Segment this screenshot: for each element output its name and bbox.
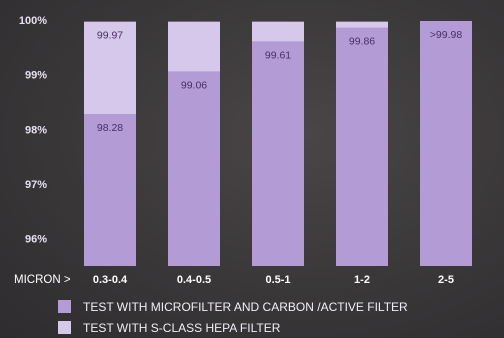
x-tick-label: 1-2 xyxy=(354,274,370,286)
y-tick-label: 97% xyxy=(25,179,47,191)
y-tick-label: 100% xyxy=(19,15,47,27)
legend-label-microfilter: TEST WITH MICROFILTER AND CARBON /ACTIVE… xyxy=(83,299,408,314)
data-label-microfilter-0.5-1: 99.61 xyxy=(265,49,291,61)
x-tick-label: 2-5 xyxy=(438,274,454,286)
x-axis: MICRON > 0.3-0.4 0.4-0.5 0.5-1 1-2 2-5 xyxy=(14,274,454,286)
y-tick-label: 99% xyxy=(25,70,47,82)
data-label-microfilter-0.4-0.5: 99.06 xyxy=(181,79,207,91)
bar-microfilter-0.5-1 xyxy=(252,41,304,266)
x-tick-label: 0.3-0.4 xyxy=(93,274,128,286)
bars xyxy=(84,21,472,267)
bar-microfilter-1-2 xyxy=(336,27,388,266)
data-labels: 98.28 99.97 99.06 99.61 99.86 >99.98 xyxy=(97,29,462,134)
bar-microfilter-0.4-0.5 xyxy=(168,71,220,267)
bar-microfilter-2-5 xyxy=(420,21,472,266)
legend-label-hepa: TEST WITH S-CLASS HEPA FILTER xyxy=(83,320,281,335)
data-label-hepa-0.3-0.4: 99.97 xyxy=(97,30,123,42)
legend-swatch-microfilter xyxy=(58,300,71,313)
bar-microfilter-0.3-0.4 xyxy=(84,114,136,266)
legend-swatch-hepa xyxy=(58,321,71,334)
x-tick-label: 0.5-1 xyxy=(265,274,290,286)
x-tick-label: 0.4-0.5 xyxy=(177,274,211,286)
legend-item-microfilter: TEST WITH MICROFILTER AND CARBON /ACTIVE… xyxy=(58,296,408,317)
data-label-microfilter-1-2: 99.86 xyxy=(349,36,375,48)
y-axis: 96% 97% 98% 99% 100% xyxy=(19,15,47,246)
x-axis-prefix: MICRON > xyxy=(14,274,71,286)
data-label-microfilter-2-5: >99.98 xyxy=(430,29,463,41)
data-label-microfilter-0.3-0.4: 98.28 xyxy=(97,122,123,134)
legend-item-hepa: TEST WITH S-CLASS HEPA FILTER xyxy=(58,317,408,338)
y-tick-label: 96% xyxy=(25,234,47,246)
y-tick-label: 98% xyxy=(25,124,47,136)
legend: TEST WITH MICROFILTER AND CARBON /ACTIVE… xyxy=(58,296,408,338)
